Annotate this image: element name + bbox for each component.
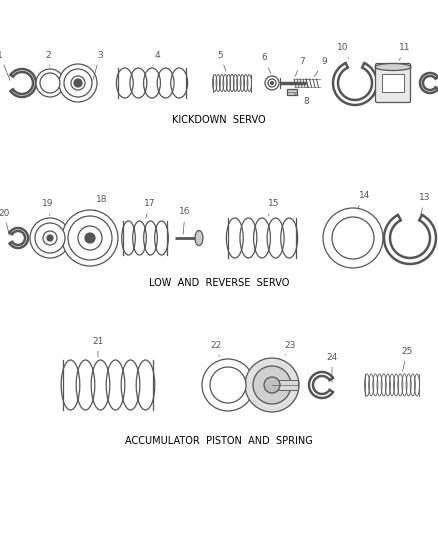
FancyBboxPatch shape (375, 63, 410, 102)
Text: 13: 13 (419, 193, 431, 215)
Text: 24: 24 (326, 352, 338, 382)
Circle shape (71, 76, 85, 90)
Text: 2: 2 (45, 51, 51, 66)
Text: 4: 4 (153, 51, 160, 66)
Text: 11: 11 (399, 44, 411, 60)
Text: 16: 16 (179, 207, 191, 234)
Circle shape (85, 233, 95, 243)
Text: 21: 21 (92, 336, 104, 357)
Circle shape (68, 216, 112, 260)
Circle shape (43, 231, 57, 245)
Bar (382, 74, 404, 92)
Circle shape (271, 82, 273, 85)
Circle shape (74, 222, 106, 254)
Text: 23: 23 (284, 341, 296, 356)
Circle shape (30, 218, 70, 258)
Bar (287, 89, 297, 95)
Text: 6: 6 (261, 53, 271, 74)
Circle shape (332, 217, 374, 259)
Circle shape (39, 227, 61, 249)
Text: 10: 10 (337, 44, 349, 59)
Ellipse shape (375, 63, 411, 70)
Circle shape (245, 358, 299, 412)
Circle shape (202, 359, 254, 411)
Text: 7: 7 (295, 56, 305, 76)
Text: 12: 12 (0, 532, 1, 533)
Circle shape (264, 377, 280, 393)
Text: 5: 5 (217, 51, 226, 71)
Circle shape (210, 367, 246, 403)
Circle shape (68, 73, 88, 93)
Text: 8: 8 (294, 93, 309, 106)
Circle shape (47, 235, 53, 241)
Circle shape (265, 76, 279, 90)
Circle shape (40, 73, 60, 93)
Text: 17: 17 (144, 199, 156, 219)
Text: 15: 15 (268, 199, 280, 215)
Circle shape (59, 64, 97, 102)
Circle shape (64, 69, 92, 97)
Text: 19: 19 (42, 199, 54, 215)
Circle shape (74, 79, 82, 87)
Circle shape (323, 208, 383, 268)
Text: 22: 22 (210, 341, 222, 357)
Circle shape (268, 79, 276, 87)
Text: 9: 9 (314, 56, 327, 77)
Circle shape (35, 223, 65, 253)
Ellipse shape (195, 230, 203, 246)
Text: 1: 1 (0, 51, 10, 80)
Circle shape (36, 69, 64, 97)
Text: 3: 3 (93, 51, 103, 80)
Bar (272, 380, 298, 390)
Text: LOW  AND  REVERSE  SERVO: LOW AND REVERSE SERVO (149, 278, 289, 288)
Text: KICKDOWN  SERVO: KICKDOWN SERVO (172, 115, 266, 125)
Circle shape (253, 366, 291, 404)
Text: 18: 18 (95, 196, 108, 210)
Circle shape (78, 226, 102, 250)
Text: ACCUMULATOR  PISTON  AND  SPRING: ACCUMULATOR PISTON AND SPRING (125, 436, 313, 446)
Text: 14: 14 (358, 191, 371, 208)
Circle shape (62, 210, 118, 266)
Text: 25: 25 (401, 346, 413, 372)
Text: 20: 20 (0, 208, 10, 235)
